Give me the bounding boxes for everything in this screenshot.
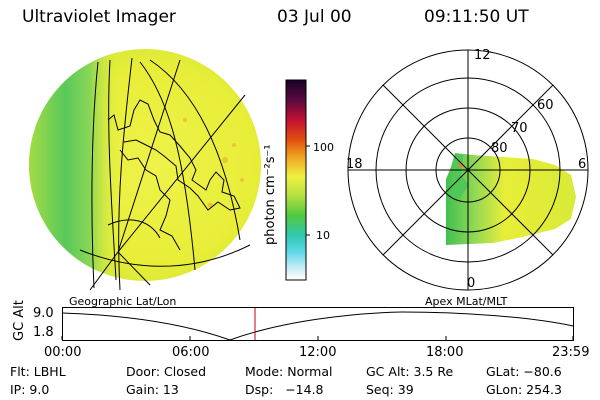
seq-readout: Seq: 39 [366, 382, 414, 397]
gain-readout: Gain: 13 [126, 382, 179, 397]
timeline-xtick-1200: 12:00 [299, 345, 337, 360]
lat-label-70: 70 [511, 121, 528, 136]
glat-readout: GLat: −80.6 [486, 364, 562, 379]
geographic-label: Geographic Lat/Lon [69, 295, 177, 308]
gc-alt-readout: GC Alt: 3.5 Re [366, 364, 454, 379]
app-title: Ultraviolet Imager [22, 7, 176, 27]
altitude-timeline [61, 307, 574, 341]
ip-readout: IP: 9.0 [10, 382, 50, 397]
mlt-label-6: 6 [578, 157, 587, 172]
polar-plot [347, 49, 589, 291]
lat-label-60: 60 [537, 98, 554, 113]
mode-readout: Mode: Normal [245, 364, 333, 379]
timeline-ytick-bottom: 1.8 [33, 325, 54, 340]
mlt-label-18: 18 [346, 157, 363, 172]
colorbar [285, 79, 310, 281]
lat-label-80: 80 [491, 141, 508, 156]
timeline-xtick-0000: 00:00 [44, 345, 82, 360]
timeline-axis-label: GC Alt [12, 300, 27, 341]
time-readout: 09:11:50 UT [424, 7, 529, 27]
door-readout: Door: Closed [126, 364, 207, 379]
timeline-xtick-1800: 18:00 [426, 345, 464, 360]
glon-readout: GLon: 254.3 [486, 382, 562, 397]
filter-readout: Flt: LBHL [10, 364, 66, 379]
colorbar-unit-label: photon cm⁻²s⁻¹ [263, 144, 278, 245]
timeline-xtick-2359: 23:59 [552, 345, 590, 360]
colorbar-tick-10: 10 [316, 229, 330, 242]
mlt-label-12: 12 [474, 48, 491, 63]
timeline-ytick-top: 9.0 [33, 306, 54, 321]
date-readout: 03 Jul 00 [277, 7, 352, 27]
colorbar-tick-100: 100 [313, 141, 334, 154]
apex-label: Apex MLat/MLT [425, 295, 508, 308]
geographic-image [29, 49, 261, 291]
mlt-label-0: 0 [467, 276, 476, 291]
dsp-readout: Dsp: −14.8 [245, 382, 324, 397]
timeline-xtick-0600: 06:00 [172, 345, 210, 360]
